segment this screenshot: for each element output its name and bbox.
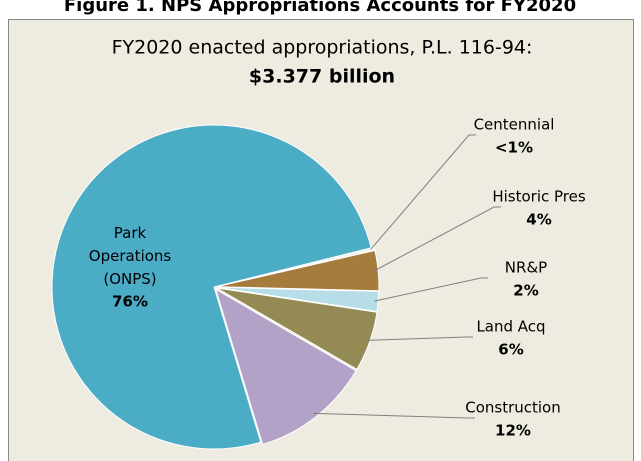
pie-slice [216, 287, 378, 371]
slice-value-label: 2% [513, 282, 538, 300]
slice-label: Historic Pres [492, 188, 586, 206]
leader-line [313, 412, 475, 419]
leader-line [373, 206, 501, 272]
slice-label: Construction [465, 399, 561, 417]
chart-title: FY2020 enacted appropriations, P.L. 116-… [112, 37, 533, 59]
chart-subtitle: $3.377 billion [249, 66, 395, 88]
slice-label: Centennial [474, 116, 555, 134]
slice-value-label: 4% [526, 211, 551, 229]
pie-slice [215, 288, 357, 446]
pie-slice [216, 249, 380, 292]
slice-value-label: 12% [495, 422, 531, 440]
leader-line [374, 277, 488, 302]
leader-line [365, 336, 473, 341]
slice-value-label: <1% [495, 139, 533, 157]
figure-title: Figure 1. NPS Appropriations Accounts fo… [64, 0, 576, 16]
slice-value-label: 76% [112, 293, 148, 311]
leader-line [370, 134, 476, 250]
slice-label: Park Operations (ONPS) [89, 224, 172, 288]
slice-value-label: 6% [498, 341, 523, 359]
pie-slice [51, 124, 372, 450]
pie-slice [216, 286, 380, 313]
slice-label: NR&P [505, 259, 547, 277]
slice-label: Land Acq [476, 318, 545, 336]
